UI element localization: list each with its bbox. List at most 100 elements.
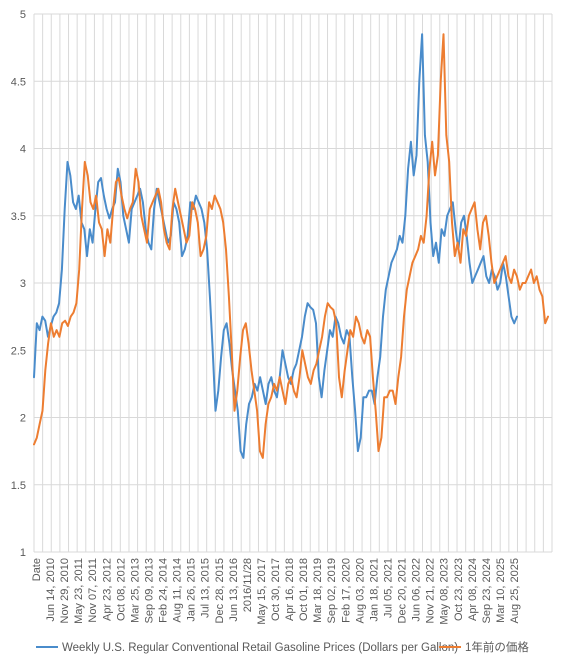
data-point <box>396 248 398 250</box>
data-point <box>301 336 303 338</box>
data-point <box>187 235 189 237</box>
x-tick-label: Date <box>31 558 43 581</box>
data-point <box>97 181 99 183</box>
data-point <box>67 325 69 327</box>
data-point <box>256 390 258 392</box>
data-point <box>281 390 284 392</box>
data-point <box>465 235 467 237</box>
x-tick-label: Aug 03, 2020 <box>354 558 366 623</box>
data-point <box>296 396 298 398</box>
data-point <box>536 275 538 277</box>
data-point <box>446 215 448 217</box>
data-point <box>36 322 38 324</box>
x-tick-label: Sep 02, 2019 <box>326 558 338 623</box>
data-point <box>505 255 507 257</box>
data-point <box>505 275 507 277</box>
data-point <box>61 269 63 271</box>
data-point <box>312 309 314 311</box>
data-point <box>149 208 151 210</box>
x-tick-label: May 08, 2023 <box>439 558 451 625</box>
data-point <box>223 329 225 331</box>
x-tick-label: Apr 16, 2018 <box>284 558 296 621</box>
data-point <box>441 228 443 230</box>
data-point <box>166 242 168 244</box>
data-point <box>219 208 221 210</box>
data-point <box>136 195 138 197</box>
data-point <box>527 275 529 277</box>
data-point <box>101 228 103 230</box>
data-point <box>321 336 323 338</box>
data-point <box>217 201 219 203</box>
data-point <box>44 369 46 371</box>
data-point <box>206 248 208 250</box>
data-point <box>409 275 411 277</box>
data-point <box>490 262 493 264</box>
data-point <box>143 228 145 230</box>
data-point <box>175 208 177 210</box>
data-point <box>471 208 473 210</box>
data-point <box>457 242 459 244</box>
data-point <box>122 215 124 217</box>
data-point <box>386 396 388 398</box>
data-point <box>313 369 315 371</box>
y-tick-label: 2 <box>20 413 26 425</box>
data-point <box>496 289 499 291</box>
data-point <box>452 201 454 203</box>
data-point <box>200 255 202 257</box>
data-point <box>125 228 127 230</box>
x-tick-label: Aug 25, 2025 <box>509 558 521 623</box>
data-point <box>298 349 300 351</box>
series-2 <box>33 33 549 459</box>
data-point <box>351 376 353 378</box>
data-point <box>157 188 159 190</box>
data-point <box>145 228 147 230</box>
data-point <box>89 201 92 203</box>
x-tick-label: Feb 17, 2020 <box>340 558 352 623</box>
x-tick-label: Nov 21, 2022 <box>425 558 437 623</box>
data-point <box>315 363 317 365</box>
data-point <box>460 221 462 224</box>
data-point <box>177 201 179 203</box>
data-point <box>209 295 211 298</box>
data-point <box>329 306 332 308</box>
data-point <box>126 217 128 219</box>
data-point <box>98 221 100 224</box>
data-point <box>106 228 108 230</box>
data-point <box>195 195 197 197</box>
data-point <box>180 215 182 217</box>
data-point <box>250 369 253 371</box>
data-point <box>33 376 35 378</box>
data-point <box>240 450 242 452</box>
data-point <box>129 208 131 210</box>
data-point <box>259 450 261 452</box>
data-point <box>488 282 490 284</box>
data-point <box>510 316 512 318</box>
data-point <box>431 141 433 143</box>
x-tick-label: Mar 18, 2019 <box>312 558 324 623</box>
data-point <box>349 329 351 331</box>
data-point <box>248 342 250 345</box>
data-point <box>375 410 377 412</box>
data-point <box>253 390 255 392</box>
data-point <box>181 255 183 257</box>
data-point <box>530 269 532 271</box>
data-point <box>479 248 481 250</box>
data-point <box>474 201 476 203</box>
data-point <box>53 336 55 338</box>
series-layer <box>33 33 549 459</box>
data-point <box>262 390 264 392</box>
data-point <box>474 275 476 277</box>
data-point <box>115 181 117 183</box>
data-point <box>357 450 359 452</box>
data-point <box>183 228 185 230</box>
x-tick-label: Jun 14, 2010 <box>45 558 57 622</box>
data-point <box>324 316 326 318</box>
x-tick-label: Feb 24, 2014 <box>158 558 170 623</box>
x-tick-label: Oct 01, 2018 <box>298 558 310 621</box>
data-point <box>423 242 425 244</box>
data-point <box>202 248 205 250</box>
data-point <box>354 410 356 412</box>
data-point <box>544 322 546 324</box>
data-point <box>392 390 394 392</box>
data-point <box>66 161 69 163</box>
